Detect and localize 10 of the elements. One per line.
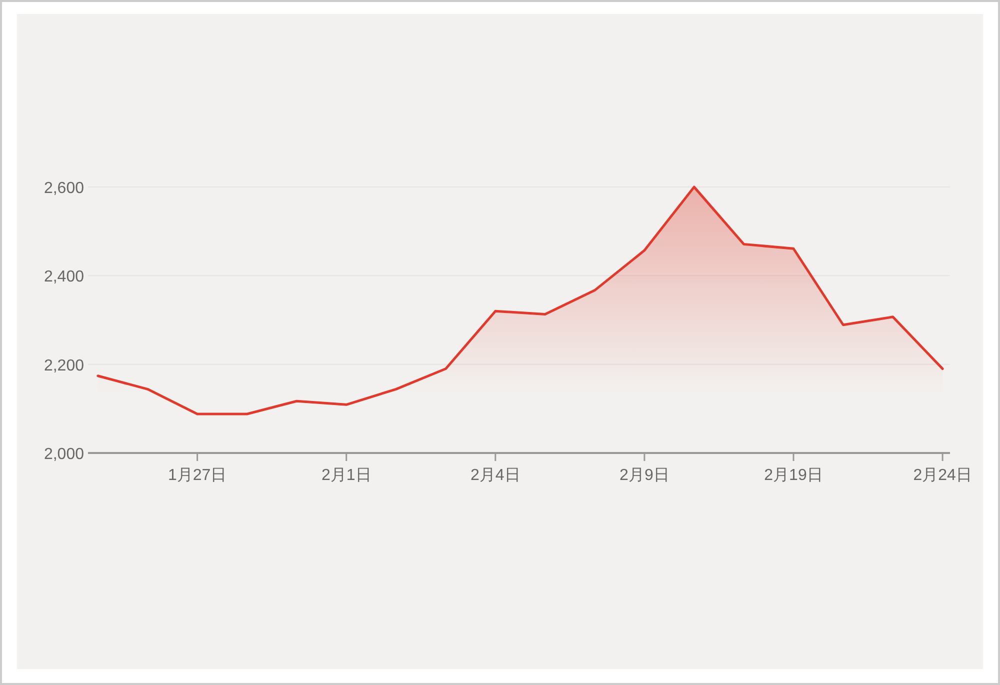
x-tick-label: 2月9日 [620, 467, 670, 484]
x-tick-label: 1月27日 [168, 467, 227, 484]
y-tick-label: 2,400 [44, 268, 84, 286]
x-tick-label: 2月19日 [764, 467, 823, 484]
x-tick-label: 2月4日 [470, 467, 520, 484]
x-tick-label: 2月1日 [321, 467, 372, 484]
y-tick-label: 2,200 [44, 357, 84, 374]
y-tick-label: 2,000 [44, 446, 84, 463]
y-tick-label: 2,600 [44, 180, 84, 197]
x-tick-label: 2月24日 [913, 467, 972, 484]
